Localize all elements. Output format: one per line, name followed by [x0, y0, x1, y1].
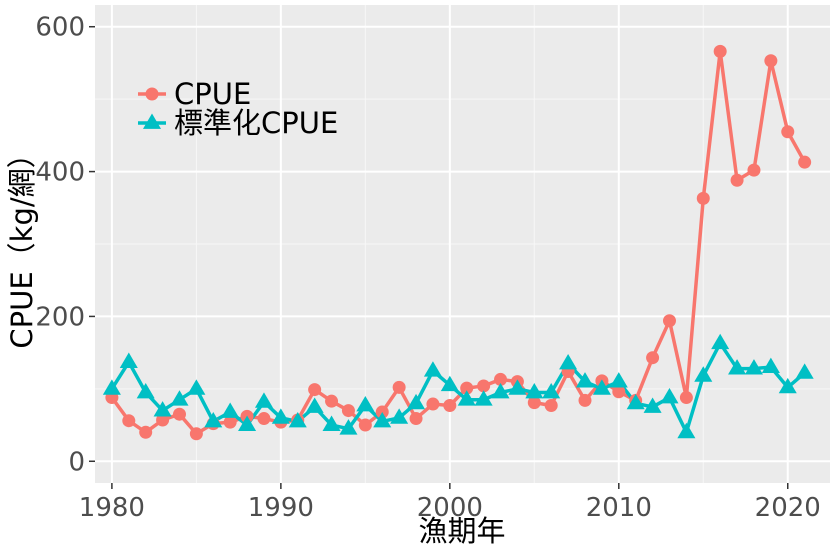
legend-label: CPUE — [174, 77, 251, 111]
standardized-cpue-point — [609, 372, 628, 388]
cpue-point — [662, 314, 676, 328]
standardized-cpue-point — [643, 397, 662, 413]
cpue-point — [257, 412, 271, 426]
series-markers — [102, 44, 814, 441]
standardized-cpue-point — [238, 415, 257, 431]
axis-ticks — [89, 25, 789, 489]
cpue-point — [781, 125, 795, 139]
standardized-cpue-point — [457, 390, 476, 406]
cpue-point — [223, 415, 237, 429]
standardized-cpue-point — [423, 361, 442, 377]
cpue-point — [578, 393, 592, 407]
standardized-cpue-point — [102, 379, 121, 395]
cpue-point — [308, 383, 322, 397]
standardized-cpue-point — [660, 388, 679, 404]
standardized-cpue-point — [728, 359, 747, 375]
cpue-point — [646, 351, 660, 365]
standardized-cpue-point — [305, 397, 324, 413]
cpue-point — [494, 372, 508, 386]
x-tick-label: 2020 — [755, 493, 821, 523]
cpue-point — [139, 425, 153, 439]
cpue-point — [460, 381, 474, 395]
standardized-cpue-point — [677, 422, 696, 439]
standardized-cpue-point — [288, 411, 307, 428]
standardized-cpue-point — [204, 411, 223, 428]
minor-grid — [95, 5, 830, 483]
standardized-cpue-point — [525, 382, 544, 399]
cpue-point — [341, 404, 355, 418]
cpue-point — [764, 54, 778, 68]
standardized-cpue-point — [390, 408, 409, 424]
x-axis-title: 漁期年 — [418, 514, 505, 548]
standardized-cpue-point — [761, 357, 780, 374]
cpue-point — [156, 413, 170, 427]
y-tick-label: 0 — [68, 447, 85, 477]
cpue-point — [358, 418, 372, 432]
standardized-cpue-point — [271, 408, 290, 424]
y-tick-label: 400 — [35, 158, 85, 188]
cpue-point — [527, 396, 541, 410]
cpue-point — [713, 44, 727, 58]
standardized-cpue-point — [153, 401, 172, 417]
standardized-cpue-point — [187, 379, 206, 395]
standardized-cpue-point — [744, 359, 763, 375]
y-axis-title: CPUE（kg/網） — [5, 139, 39, 348]
standardized-cpue-point — [221, 402, 240, 418]
cpue-point — [747, 163, 761, 177]
standardized-cpue-point — [542, 382, 561, 399]
standardized-cpue-point — [440, 375, 459, 392]
axis-tick-labels: 1980 1990 2000 2010 2020 0 200 400 600 — [35, 13, 820, 523]
standardized-cpue-point — [626, 393, 645, 410]
legend-key-triangle — [142, 113, 162, 129]
standardized-cpue-point — [491, 382, 510, 399]
cpue-point — [172, 407, 186, 421]
x-tick-label: 2010 — [586, 493, 652, 523]
y-tick-label: 600 — [35, 13, 85, 43]
standardized-cpue-point — [356, 396, 375, 412]
legend-label: 標準化CPUE — [174, 106, 338, 140]
y-tick-label: 200 — [35, 302, 85, 332]
cpue-point — [409, 412, 423, 426]
standardized-cpue-point — [575, 372, 595, 388]
standardized-cpue-point — [136, 382, 155, 399]
standardized-cpue-point — [170, 390, 189, 406]
standardized-cpue-point — [339, 419, 358, 435]
cpue-point — [798, 155, 812, 169]
standardized-cpue-point — [592, 379, 611, 395]
standardized-cpue-point — [694, 366, 713, 382]
cpue-point — [325, 394, 339, 408]
cpue-point — [122, 414, 136, 428]
standardized-cpue-point — [119, 352, 138, 368]
cpue-point — [443, 399, 457, 413]
standardized-cpue-point — [254, 392, 273, 408]
cpue-point — [477, 379, 491, 393]
x-tick-label: 1980 — [79, 493, 145, 523]
standardized-cpue-point — [778, 377, 797, 394]
standardized-cpue-point — [407, 393, 426, 410]
cpue-point — [189, 427, 203, 441]
x-tick-label: 1990 — [248, 493, 314, 523]
standardized-cpue-point — [795, 363, 814, 379]
x-tick-label: 2000 — [417, 493, 483, 523]
cpue-point — [544, 399, 558, 413]
legend-key-circle — [145, 87, 159, 101]
cpue-point — [426, 397, 440, 411]
cpue-point — [730, 173, 744, 187]
standardized-cpue-point — [474, 390, 493, 406]
standardized-cpue-point — [508, 379, 527, 395]
standardized-cpue-point — [322, 415, 341, 431]
standardized-cpue-point — [711, 333, 730, 350]
cpue-point — [696, 191, 710, 205]
cpue-point — [612, 385, 626, 399]
cpue-point — [392, 380, 406, 394]
cpue-point — [679, 391, 693, 405]
standardized-cpue-point — [559, 354, 578, 370]
standardized-cpue-point — [373, 411, 392, 428]
